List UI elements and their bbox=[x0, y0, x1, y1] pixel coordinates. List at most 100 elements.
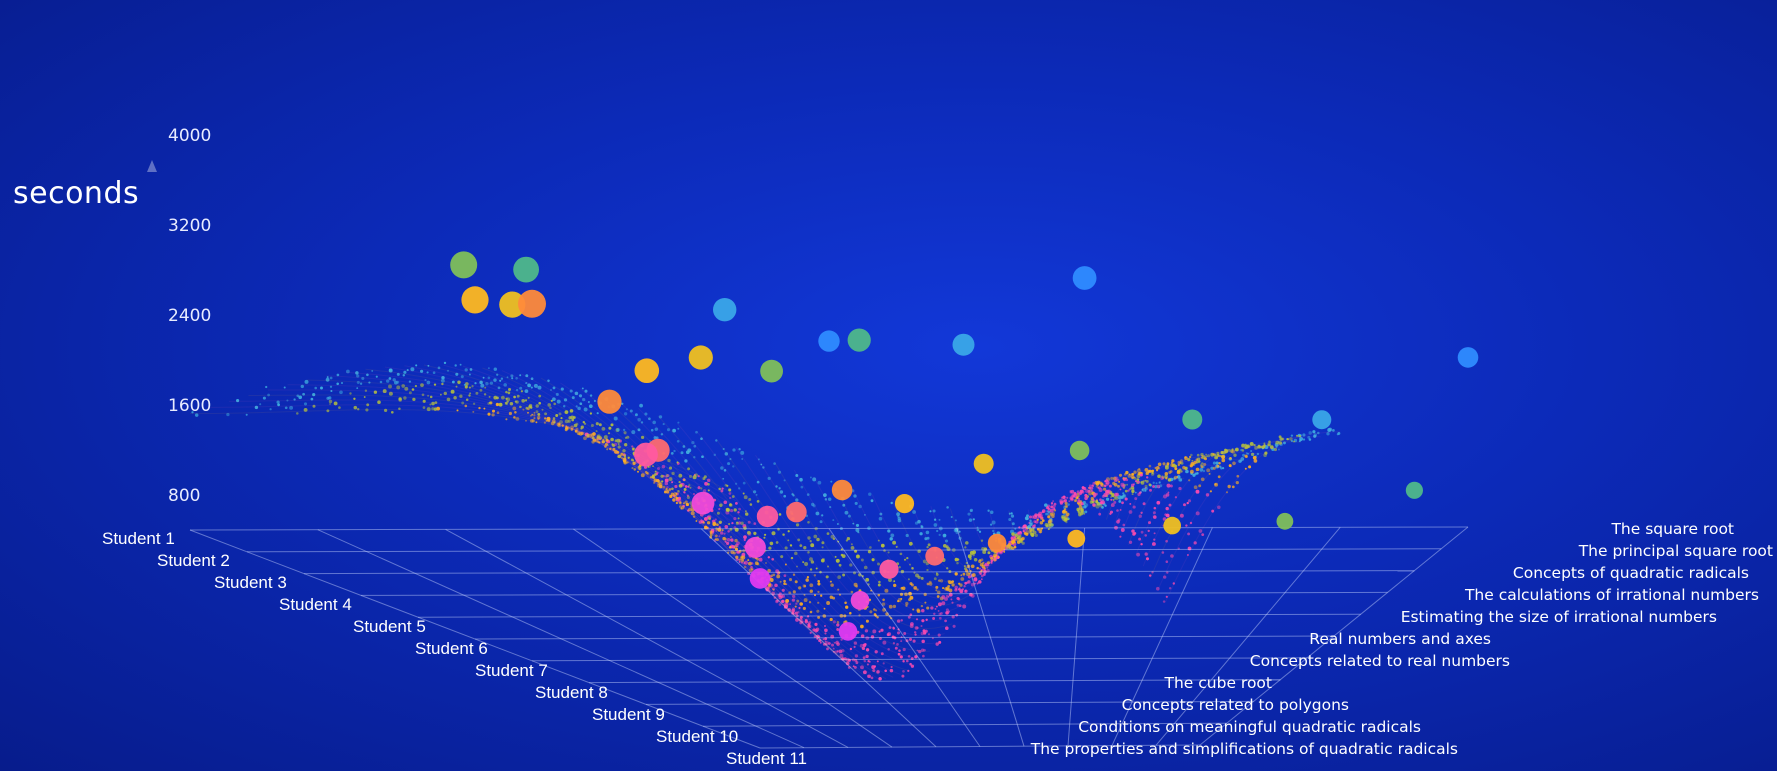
surface-dot bbox=[1326, 432, 1330, 436]
surface-dot bbox=[1044, 503, 1048, 507]
surface-dot bbox=[1263, 453, 1267, 458]
surface-dot bbox=[938, 579, 941, 582]
surface-dot bbox=[1195, 511, 1200, 516]
surface-dot bbox=[683, 478, 686, 482]
surface-dot bbox=[569, 389, 573, 393]
surface-dot bbox=[783, 479, 786, 482]
surface-dot bbox=[497, 386, 501, 390]
surface-dot bbox=[1145, 479, 1149, 483]
surface-dot bbox=[922, 559, 927, 564]
surface-dot bbox=[1130, 475, 1134, 479]
surface-dot bbox=[640, 473, 645, 478]
surface-dot bbox=[702, 489, 707, 493]
surface-dot bbox=[1017, 532, 1020, 535]
surface-dot bbox=[859, 643, 864, 648]
surface-dot bbox=[1118, 473, 1123, 477]
topic-label-3: Concepts of quadratic radicals bbox=[1512, 564, 1749, 582]
surface-dot bbox=[937, 633, 941, 637]
surface-dot bbox=[656, 478, 660, 483]
surface-dot bbox=[706, 478, 711, 483]
surface-dot bbox=[631, 467, 634, 470]
surface-dot bbox=[899, 592, 904, 596]
surface-dot bbox=[795, 523, 800, 527]
surface-dot bbox=[704, 481, 709, 486]
surface-dot bbox=[1117, 478, 1120, 482]
surface-dot bbox=[684, 500, 688, 504]
surface-dot bbox=[731, 495, 735, 498]
surface-dot bbox=[644, 470, 648, 474]
surface-dot bbox=[753, 522, 757, 525]
surface-dot bbox=[1036, 518, 1039, 521]
surface-dot bbox=[830, 534, 835, 539]
surface-dot bbox=[1221, 450, 1226, 455]
surface-dot bbox=[1196, 453, 1200, 457]
surface-ridge bbox=[1120, 460, 1224, 536]
surface-dot bbox=[1173, 464, 1177, 468]
surface-dot bbox=[1051, 501, 1054, 505]
surface-dot bbox=[1145, 471, 1150, 475]
surface-dot bbox=[934, 607, 937, 610]
surface-dot bbox=[302, 392, 305, 396]
surface-dot bbox=[550, 389, 552, 391]
surface-dot bbox=[918, 649, 922, 654]
surface-dot bbox=[855, 528, 860, 532]
surface-dot bbox=[972, 550, 976, 555]
surface-dot bbox=[1152, 511, 1156, 515]
surface-dot bbox=[961, 588, 965, 591]
surface-ridge bbox=[1164, 431, 1341, 603]
surface-dot bbox=[1083, 505, 1087, 509]
surface-dot bbox=[980, 578, 983, 581]
surface-dot bbox=[914, 655, 918, 659]
surface-dot bbox=[426, 371, 429, 374]
surface-dot bbox=[464, 404, 468, 408]
surface-dot bbox=[420, 383, 424, 387]
surface-dot bbox=[673, 492, 678, 497]
surface-dot bbox=[928, 582, 933, 586]
surface-dot bbox=[1059, 498, 1064, 503]
surface-dot bbox=[872, 629, 877, 634]
surface-dot bbox=[1219, 465, 1222, 468]
surface-dot bbox=[1079, 489, 1082, 492]
surface-dot bbox=[768, 590, 771, 593]
surface-dot bbox=[727, 551, 730, 554]
surface-dot bbox=[837, 540, 840, 543]
surface-dot bbox=[617, 443, 620, 445]
surface-dot bbox=[824, 628, 828, 633]
surface-dot bbox=[752, 490, 757, 494]
surface-dot bbox=[950, 515, 953, 519]
surface-dot bbox=[547, 379, 550, 383]
grid-line-topic-11 bbox=[189, 529, 761, 749]
surface-dot bbox=[804, 562, 809, 566]
surface-dot bbox=[885, 612, 889, 616]
surface-dot bbox=[245, 413, 248, 416]
surface-dot bbox=[802, 584, 806, 588]
surface-dot bbox=[756, 500, 760, 503]
surface-dot bbox=[1041, 527, 1044, 530]
surface-dot bbox=[501, 395, 505, 400]
surface-dot bbox=[401, 384, 406, 388]
surface-ridge bbox=[1069, 493, 1088, 513]
surface-dot bbox=[1114, 525, 1118, 530]
surface-dot bbox=[892, 642, 896, 645]
surface-dot bbox=[922, 654, 925, 658]
surface-dot bbox=[967, 575, 971, 579]
surface-dot bbox=[816, 537, 820, 542]
surface-dot bbox=[722, 477, 725, 480]
surface-dot bbox=[896, 512, 901, 517]
surface-dot bbox=[596, 412, 599, 415]
surface-dot bbox=[521, 398, 526, 403]
surface-dot bbox=[683, 491, 686, 494]
surface-dot bbox=[519, 386, 523, 390]
surface-dot bbox=[910, 622, 914, 626]
surface-dot bbox=[525, 419, 527, 422]
surface-dot bbox=[913, 631, 917, 634]
surface-dot bbox=[411, 388, 415, 391]
surface-dot bbox=[900, 640, 903, 643]
surface-dot bbox=[1218, 454, 1221, 458]
surface-dot bbox=[1231, 449, 1235, 454]
surface-dot bbox=[604, 445, 607, 448]
surface-dot bbox=[910, 664, 915, 668]
surface-dot bbox=[969, 557, 972, 561]
surface-dot bbox=[879, 512, 883, 516]
surface-dot bbox=[363, 396, 366, 398]
